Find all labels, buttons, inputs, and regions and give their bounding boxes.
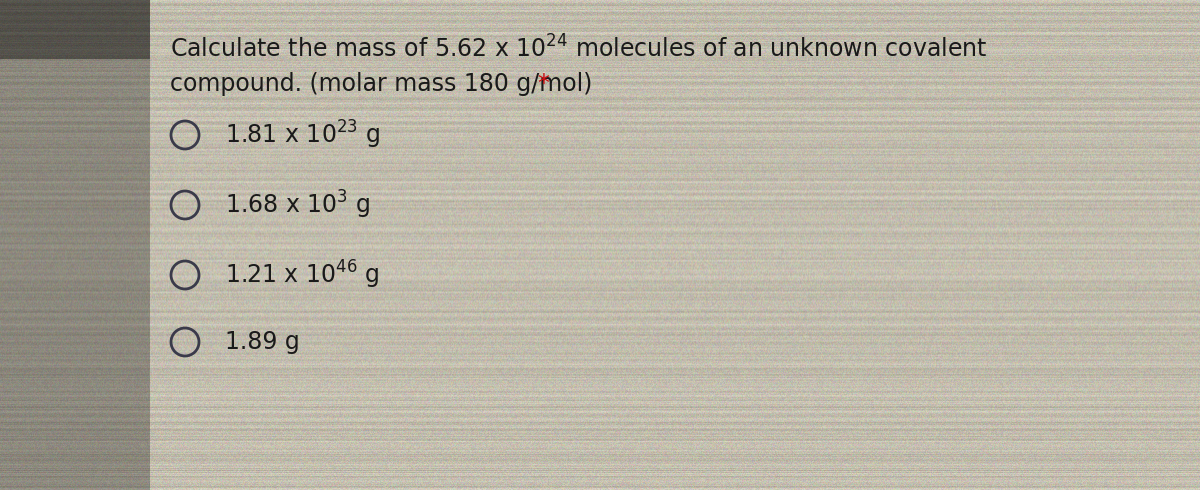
Text: compound. (molar mass 180 g/mol): compound. (molar mass 180 g/mol) [170,72,593,96]
Text: *: * [538,72,548,96]
Text: 1.81 x 10$^{23}$ g: 1.81 x 10$^{23}$ g [226,119,380,151]
Text: 1.68 x 10$^{3}$ g: 1.68 x 10$^{3}$ g [226,189,371,221]
Text: 1.21 x 10$^{46}$ g: 1.21 x 10$^{46}$ g [226,259,379,291]
Text: Calculate the mass of 5.62 x 10$^{24}$ molecules of an unknown covalent: Calculate the mass of 5.62 x 10$^{24}$ m… [170,35,988,62]
Text: 1.89 g: 1.89 g [226,330,300,354]
